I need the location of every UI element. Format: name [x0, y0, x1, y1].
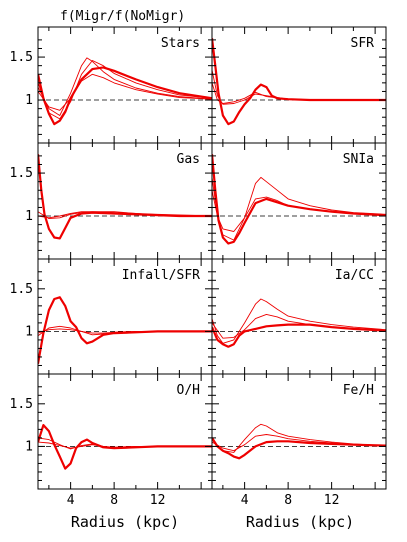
y-tick-label: 1.5 — [10, 282, 33, 297]
y-tick-label: 1 — [25, 209, 33, 224]
x-axis-title-right: Radius (kpc) — [246, 513, 354, 531]
series-line-3 — [212, 82, 386, 104]
panel-label: SNIa — [343, 152, 374, 167]
series-line-1 — [212, 154, 386, 245]
x-tick-label: 12 — [324, 493, 340, 508]
series-line-4 — [38, 73, 212, 111]
panel-frame — [211, 373, 387, 490]
figure-title: f(Migr/f(NoMigr) — [60, 9, 185, 24]
series-line-3 — [38, 441, 212, 449]
panel-label: Gas — [177, 152, 200, 167]
series-line-1 — [38, 296, 212, 364]
panel-label: Infall/SFR — [122, 268, 200, 283]
series-line-3 — [38, 328, 212, 334]
series-line-1 — [212, 437, 386, 460]
panel-snia: SNIa — [211, 142, 387, 260]
panel-ia-cc: Ia/CC — [211, 258, 387, 375]
panel-infall-sfr: Infall/SFR 1 1.5 — [10, 258, 213, 375]
x-tick-label: 4 — [241, 493, 249, 508]
x-axis-title-left: Radius (kpc) — [71, 513, 179, 531]
x-tick-label: 8 — [110, 493, 118, 508]
panel-label: O/H — [177, 383, 200, 398]
series-line-2 — [212, 423, 386, 453]
series-line-3 — [212, 434, 386, 452]
panel-o-h: O/H 1 1.5 4 8 12 — [10, 373, 213, 508]
series-line-3 — [212, 313, 386, 339]
series-line-1 — [38, 424, 212, 470]
y-tick-label: 1 — [25, 324, 33, 339]
y-tick-label: 1.5 — [10, 50, 33, 65]
series-line-1 — [38, 66, 212, 126]
y-tick-label: 1.5 — [10, 397, 33, 412]
y-tick-label: 1 — [25, 439, 33, 454]
series-line-3 — [38, 211, 212, 219]
panel-label: Ia/CC — [335, 268, 374, 283]
panel-fe-h: Fe/H 4 8 12 — [211, 373, 387, 508]
series-line-3 — [212, 190, 386, 232]
x-tick-label: 12 — [150, 493, 166, 508]
series-line-2 — [212, 176, 386, 241]
x-tick-label: 4 — [67, 493, 75, 508]
x-tick-label: 8 — [284, 493, 292, 508]
panel-sfr: SFR — [211, 26, 387, 144]
panel-label: SFR — [351, 36, 375, 51]
panel-gas: Gas 1 1.5 — [10, 142, 213, 260]
y-tick-label: 1 — [25, 93, 33, 108]
panel-grid: Stars 1 1.5 SFR Gas 1 1.5 SNIa Infall/SFR 1 1.5 Ia/… — [10, 26, 387, 508]
series-line-1 — [212, 38, 386, 126]
y-tick-label: 1.5 — [10, 166, 33, 181]
panel-stars: Stars 1 1.5 — [10, 26, 213, 144]
panel-label: Stars — [161, 36, 200, 51]
panel-label: Fe/H — [343, 383, 374, 398]
series-line-3 — [38, 57, 212, 116]
series-line-2 — [38, 60, 212, 120]
series-line-2 — [212, 298, 386, 344]
